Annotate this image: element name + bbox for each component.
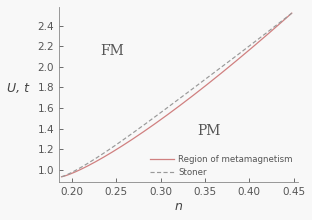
- Legend: Region of metamagnetism, Stoner: Region of metamagnetism, Stoner: [146, 152, 296, 181]
- Text: PM: PM: [198, 124, 221, 138]
- Text: FM: FM: [100, 44, 124, 58]
- X-axis label: n: n: [174, 200, 182, 213]
- Y-axis label: U, t: U, t: [7, 82, 29, 95]
